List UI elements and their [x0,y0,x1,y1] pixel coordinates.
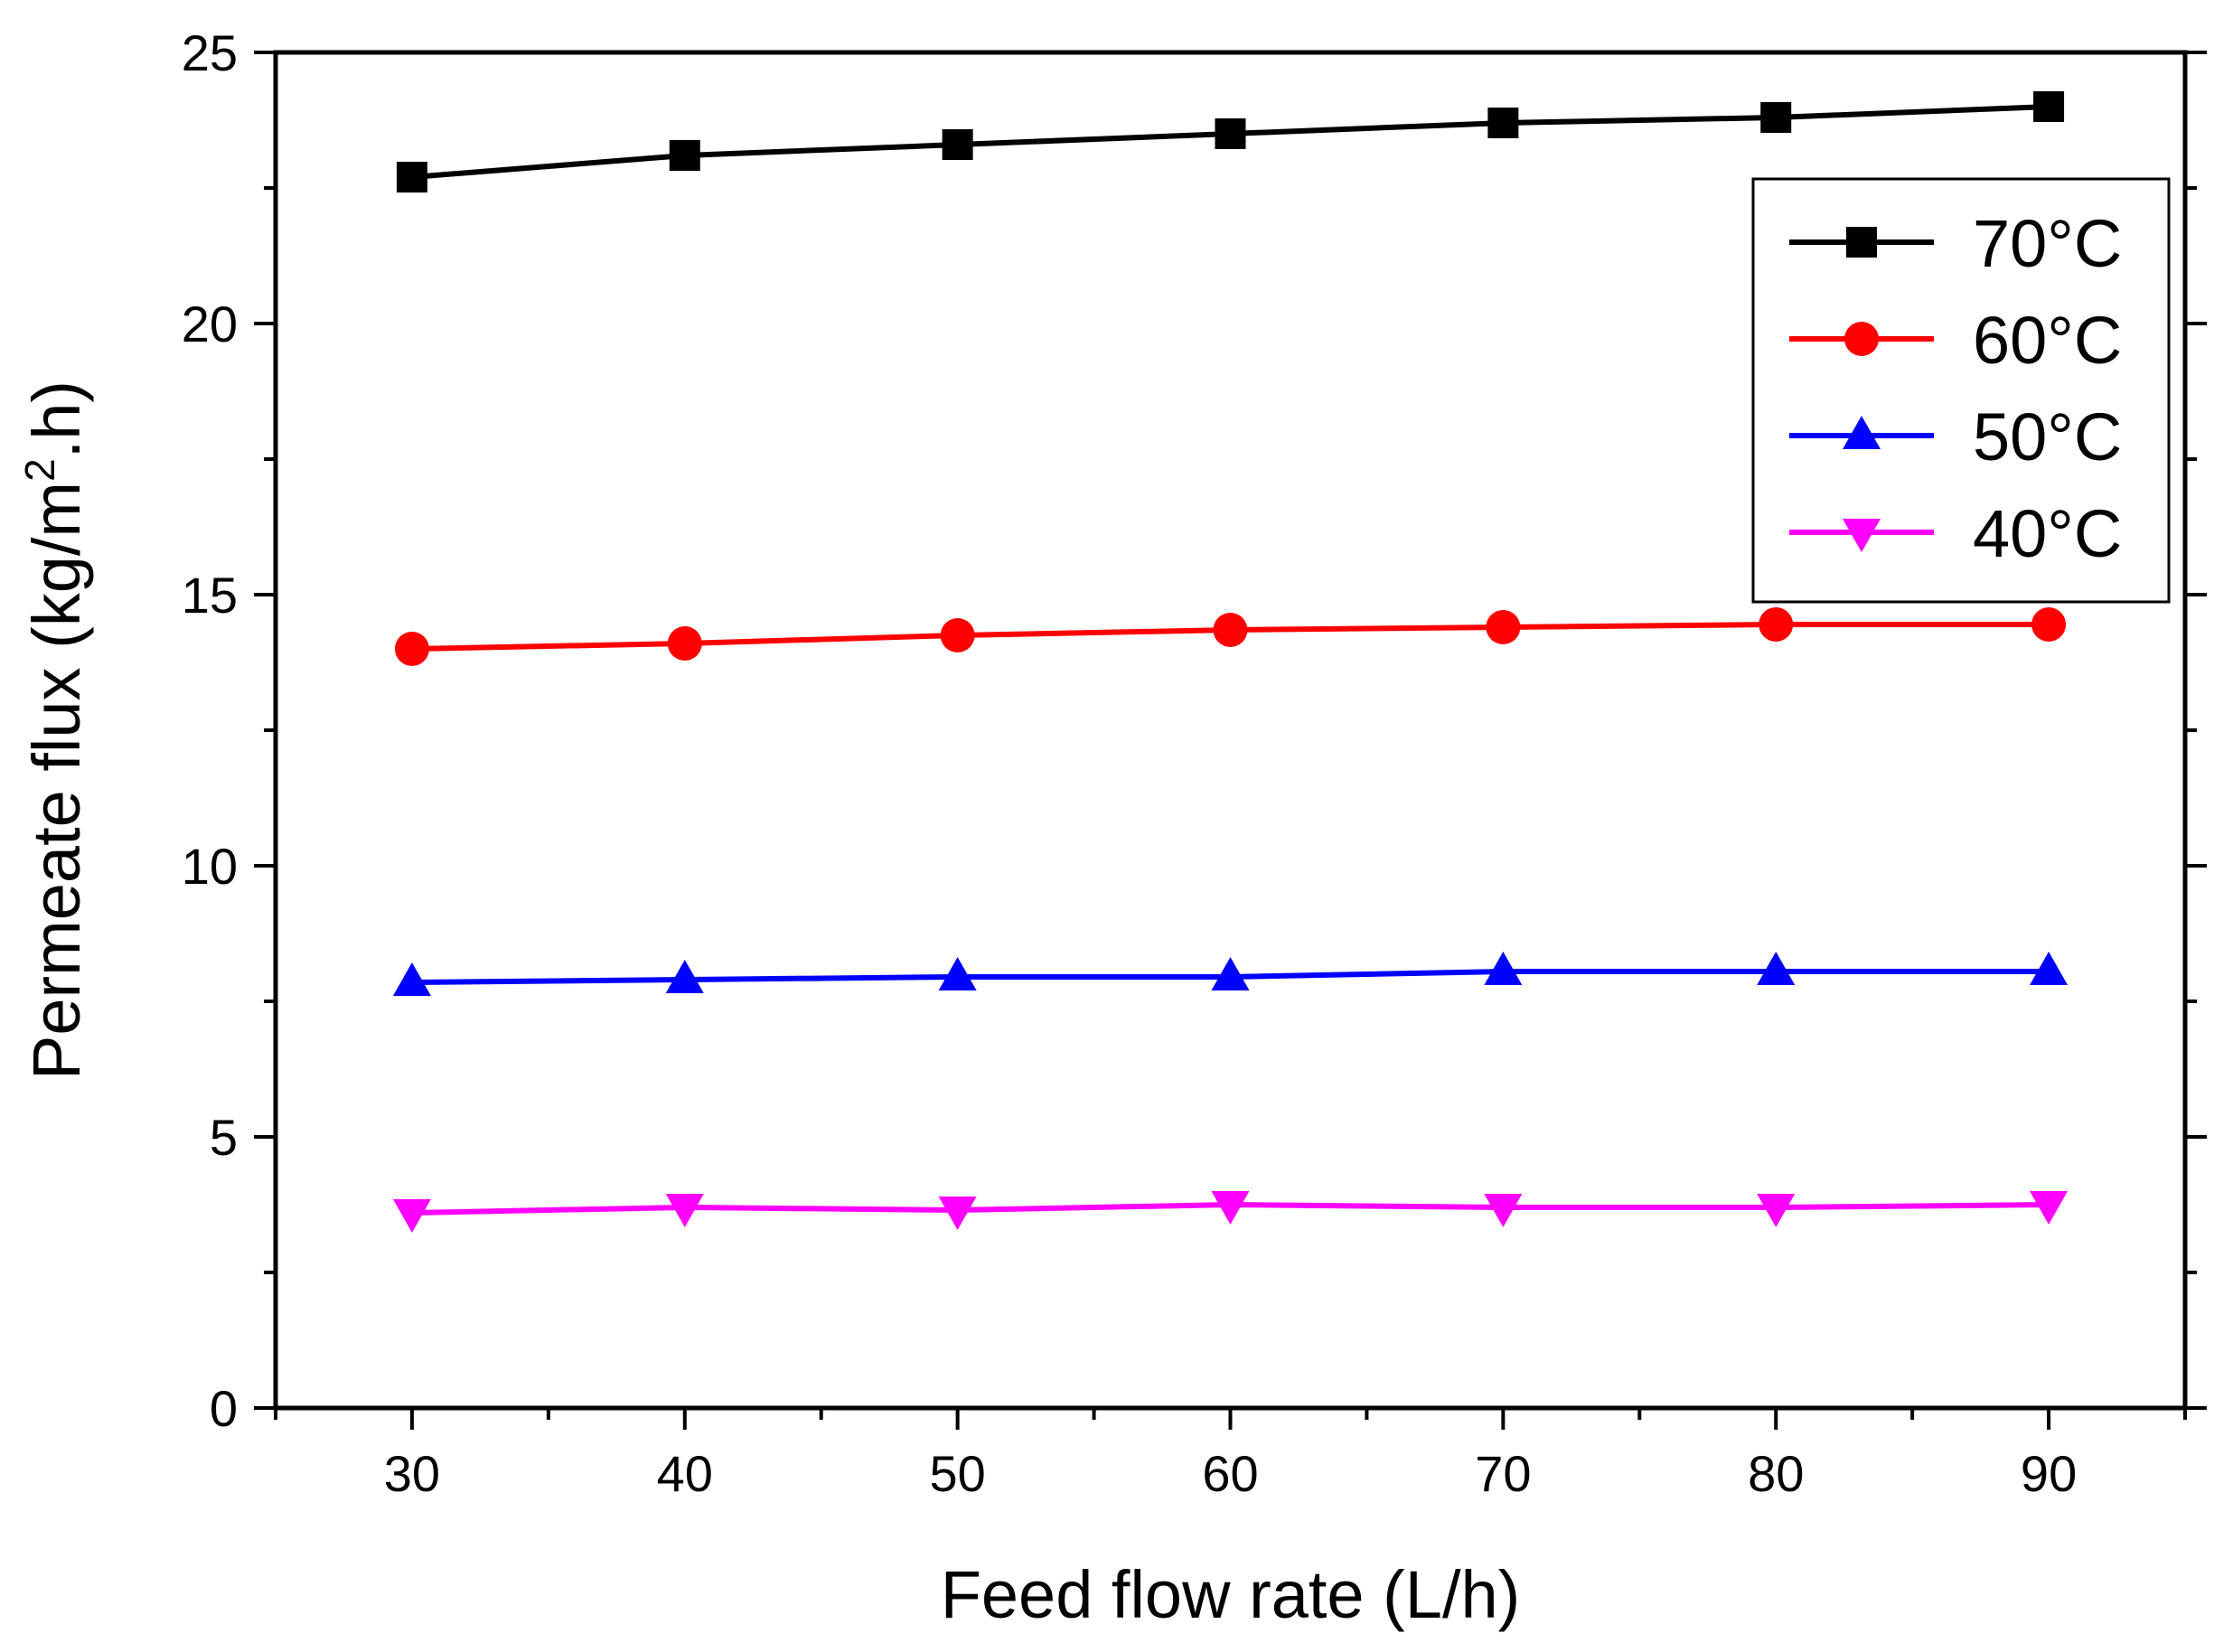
x-axis-title: Feed flow rate (L/h) [941,1557,1521,1632]
data-point [669,140,700,171]
x-tick-label: 40 [657,1445,713,1502]
legend-swatch-marker [1843,519,1881,552]
y-tick-label: 0 [210,1380,238,1437]
x-tick-label: 80 [1748,1445,1804,1502]
y-tick-label: 10 [182,838,238,895]
y-tick-label: 5 [210,1109,238,1166]
data-point [392,1199,431,1233]
data-point [667,626,702,661]
legend-swatch-marker [1846,227,1877,258]
data-point [940,618,975,652]
y-axis-title-superscript: 2 [16,458,63,482]
data-point [1486,610,1521,644]
legend-label: 40°C [1973,496,2122,571]
data-point [938,1197,977,1230]
legend-entry: 50°C [1789,399,2122,474]
data-point [665,1194,704,1227]
y-axis-title-tail: .h) [19,380,94,458]
y-tick-label: 25 [182,24,238,81]
data-point [1211,1191,1250,1225]
y-axis: 0 5 10 15 20 25 [182,24,2207,1437]
data-point [2033,91,2065,122]
series-4 [392,1191,2069,1233]
data-point [1484,1194,1523,1227]
series-layer [392,91,2069,1233]
data-point [938,957,977,990]
legend-entry: 60°C [1789,303,2122,378]
data-point [2030,952,2069,985]
data-point [394,632,429,666]
series-2 [394,607,2067,666]
series-3 [392,952,2069,996]
data-point [1759,607,1794,642]
x-tick-label: 70 [1475,1445,1531,1502]
x-tick-label: 90 [2021,1445,2077,1502]
data-point [392,962,431,996]
legend-label: 70°C [1973,206,2122,281]
data-point [1215,118,1246,149]
x-tick-label: 30 [384,1445,440,1502]
y-tick-label: 15 [182,567,238,624]
x-tick-label: 60 [1202,1445,1258,1502]
data-point [2031,607,2067,642]
legend-label: 60°C [1973,303,2122,378]
data-point [1757,1194,1796,1227]
legend: 70°C 60°C 50°C 40°C [1751,177,2171,604]
series-1 [396,91,2065,192]
x-tick-label: 50 [929,1445,985,1502]
x-axis: 30 40 50 60 70 80 90 [274,1408,2187,1502]
y-axis-title-main: Permeate flux (kg/m [19,482,94,1080]
y-axis-title: Permeate flux (kg/m2.h) [16,380,94,1080]
data-point [665,960,704,993]
data-point [1213,613,1248,647]
legend-swatch-marker [1843,416,1881,449]
legend-label: 50°C [1973,399,2122,474]
legend-swatch-marker [1844,322,1879,356]
data-point [2030,1191,2069,1225]
y-tick-label: 20 [182,296,238,352]
data-point [1760,102,1792,133]
data-point [1484,952,1523,985]
data-point [942,129,973,160]
legend-entry: 40°C [1789,496,2122,571]
legend-entry: 70°C [1789,206,2122,281]
data-point [1487,108,1519,138]
data-point [396,162,427,192]
data-point [1757,952,1796,985]
data-point [1211,957,1250,990]
